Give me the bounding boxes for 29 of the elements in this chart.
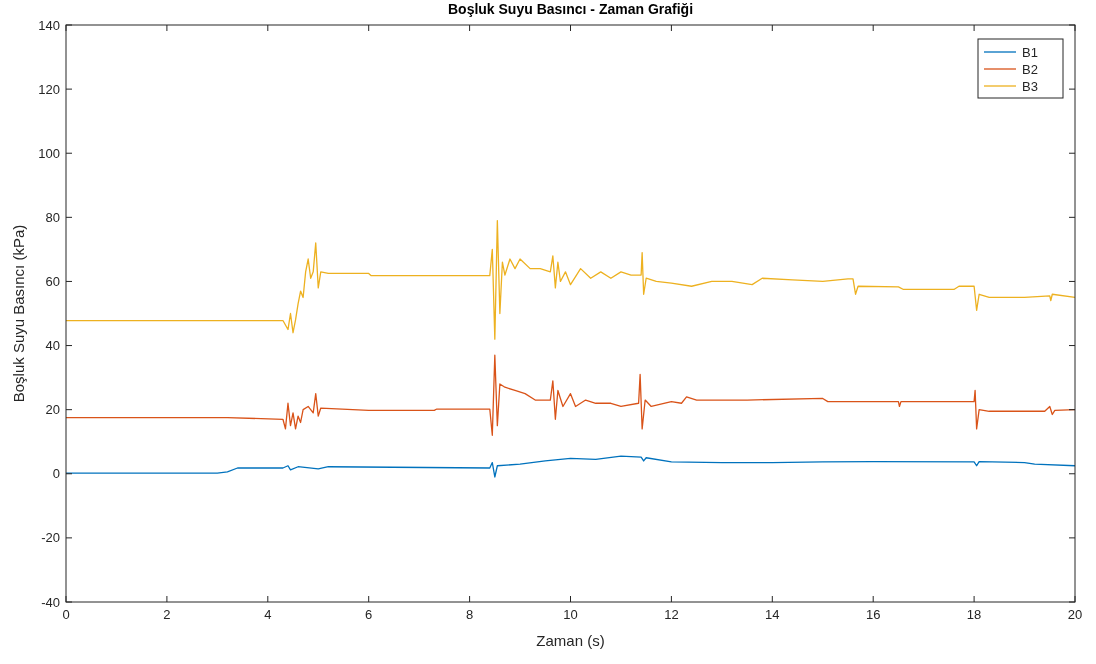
x-tick-label: 14 [765, 607, 780, 622]
x-tick-label: 8 [465, 607, 474, 622]
line-series [65, 219, 1076, 340]
y-tick-label: 80 [45, 209, 60, 225]
legend-label: B3 [1022, 78, 1038, 94]
y-tick-label: -40 [41, 594, 60, 610]
y-tick-label: 140 [38, 17, 60, 33]
y-tick-label: 40 [45, 338, 60, 354]
x-tick-label: 12 [664, 607, 679, 622]
x-tick-label: 10 [563, 607, 578, 622]
x-tick-label: 6 [365, 607, 373, 622]
y-tick-label: 60 [45, 273, 60, 289]
x-tick-label: 20 [1067, 607, 1083, 622]
x-tick-label: 4 [264, 607, 272, 622]
chart-title: Boşluk Suyu Basıncı - Zaman Grafiği [447, 1, 694, 17]
legend-label: B2 [1022, 61, 1038, 77]
line-series [65, 455, 1076, 478]
x-tick-label: 18 [966, 607, 982, 622]
y-tick-label: 20 [45, 402, 60, 418]
x-tick-label: 0 [62, 607, 70, 622]
legend-label: B1 [1022, 44, 1038, 60]
y-tick-label: 100 [38, 145, 60, 161]
y-axis-title: Boşluk Suyu Basıncı (kPa) [10, 224, 27, 403]
x-axis-title: Zaman (s) [536, 632, 605, 649]
y-tick-label: 120 [38, 81, 60, 97]
x-tick-label: 16 [865, 607, 881, 622]
y-tick-label: 0 [52, 466, 60, 482]
y-tick-label: -20 [41, 530, 60, 546]
x-tick-label: 2 [163, 607, 171, 622]
